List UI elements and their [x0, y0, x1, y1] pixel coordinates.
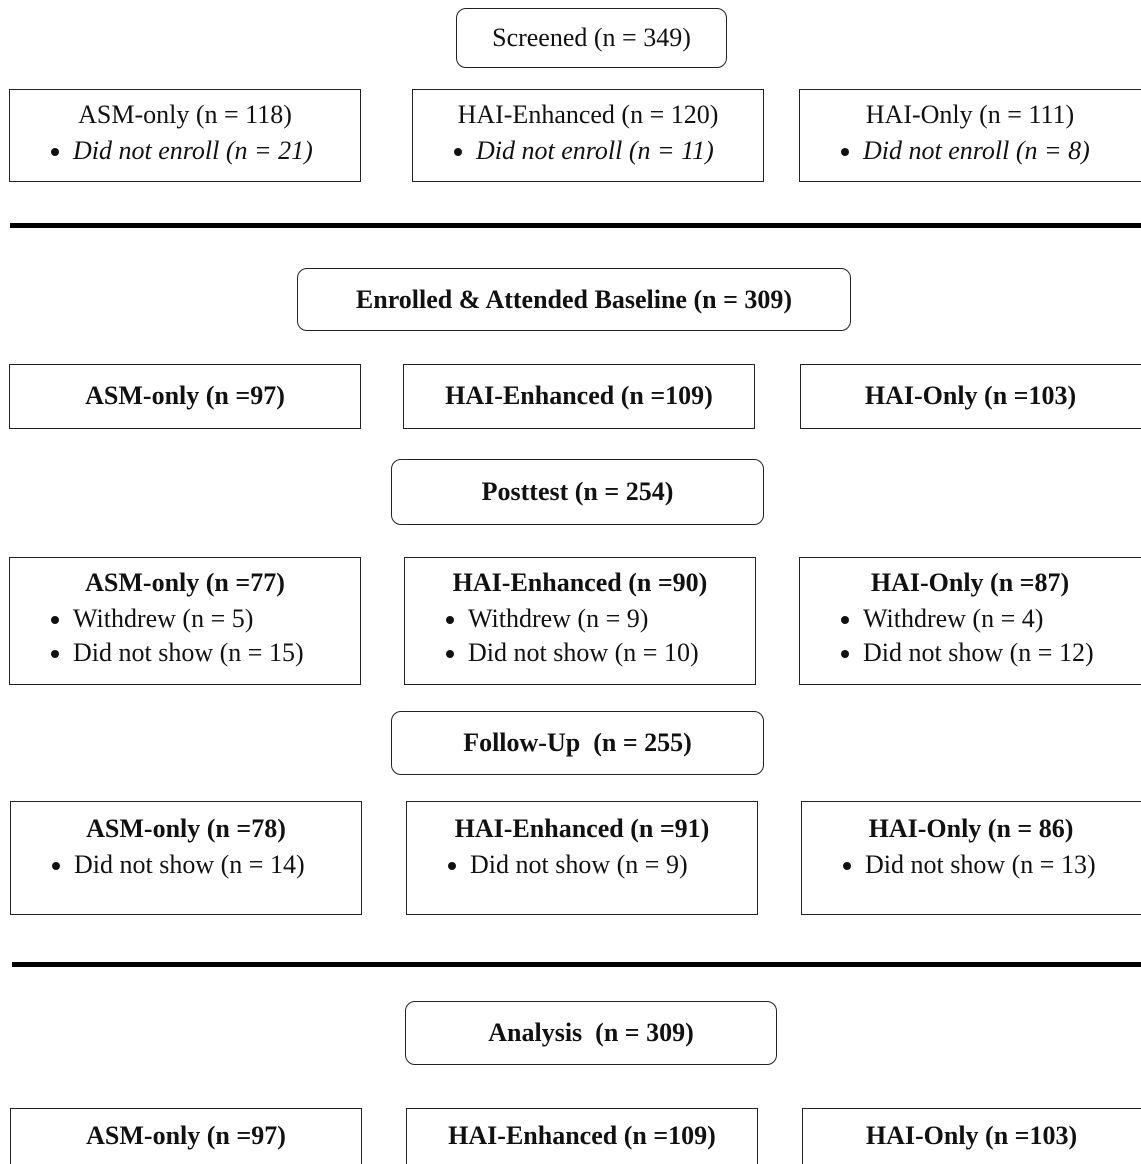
arm-box: ASM-only (n =78) Did not show (n = 14)	[10, 801, 362, 915]
bullet-list: Did not enroll (n = 8)	[800, 134, 1140, 168]
arm-label: HAI-Enhanced (n =90)	[452, 568, 708, 597]
stage-box: Posttest (n = 254)	[391, 459, 764, 525]
arm-label: HAI-Enhanced (n = 120)	[457, 100, 719, 129]
bullet-list: Withdrew (n = 4)Did not show (n = 12)	[800, 602, 1140, 670]
bullet-list: Did not enroll (n = 11)	[413, 134, 763, 168]
stage-box: Follow-Up (n = 255)	[391, 711, 764, 775]
stage-box: Screened (n = 349)	[456, 8, 727, 68]
bullet-item: Did not enroll (n = 11)	[476, 134, 763, 168]
bullet-item: Did not show (n = 10)	[468, 636, 755, 670]
bullet-item: Withdrew (n = 4)	[863, 602, 1140, 636]
bullet-item: Withdrew (n = 5)	[73, 602, 360, 636]
stage-box: Enrolled & Attended Baseline (n = 309)	[297, 268, 851, 331]
arm-box: ASM-only (n =97)	[9, 364, 361, 429]
arm-box: HAI-Enhanced (n =90) Withdrew (n = 9)Did …	[404, 557, 756, 685]
arm-label: ASM-only (n =97)	[85, 381, 285, 410]
bullet-item: Withdrew (n = 9)	[468, 602, 755, 636]
divider	[12, 962, 1141, 967]
bullet-item: Did not show (n = 13)	[865, 848, 1140, 882]
arm-label: HAI-Enhanced (n =91)	[454, 814, 710, 843]
bullet-item: Did not enroll (n = 8)	[863, 134, 1140, 168]
arm-box: HAI-Only (n =103)	[800, 364, 1141, 429]
bullet-list: Did not show (n = 14)	[11, 848, 361, 882]
arm-label: HAI-Only (n =103)	[864, 381, 1077, 410]
arm-box: HAI-Enhanced (n =109)	[406, 1108, 758, 1164]
bullet-item: Did not show (n = 14)	[74, 848, 361, 882]
arm-label: HAI-Only (n = 111)	[865, 100, 1075, 129]
arm-label: HAI-Only (n = 86)	[868, 814, 1074, 843]
arm-label: ASM-only (n =78)	[86, 814, 286, 843]
bullet-list: Did not show (n = 13)	[802, 848, 1140, 882]
stage-box: Analysis (n = 309)	[405, 1001, 777, 1065]
arm-label: ASM-only (n = 118)	[78, 100, 292, 129]
divider	[10, 223, 1141, 228]
arm-box: ASM-only (n = 118) Did not enroll (n = 21…	[9, 89, 361, 182]
bullet-item: Did not enroll (n = 21)	[73, 134, 360, 168]
bullet-list: Did not enroll (n = 21)	[10, 134, 360, 168]
bullet-list: Withdrew (n = 9)Did not show (n = 10)	[405, 602, 755, 670]
bullet-list: Did not show (n = 9)	[407, 848, 757, 882]
arm-label: ASM-only (n =77)	[85, 568, 285, 597]
arm-label: HAI-Enhanced (n =109)	[448, 1121, 716, 1150]
arm-box: HAI-Enhanced (n = 120) Did not enroll (n …	[412, 89, 764, 182]
arm-label: ASM-only (n =97)	[86, 1121, 286, 1150]
arm-box: ASM-only (n =77) Withdrew (n = 5)Did not …	[9, 557, 361, 685]
bullet-item: Did not show (n = 15)	[73, 636, 360, 670]
arm-label: HAI-Enhanced (n =109)	[445, 381, 713, 410]
bullet-item: Did not show (n = 12)	[863, 636, 1140, 670]
arm-box: ASM-only (n =97)	[10, 1108, 362, 1164]
arm-label: HAI-Only (n =87)	[870, 568, 1070, 597]
arm-label: HAI-Only (n =103)	[865, 1121, 1078, 1150]
arm-box: HAI-Enhanced (n =109)	[403, 364, 755, 429]
arm-box: HAI-Only (n =87) Withdrew (n = 4)Did not …	[799, 557, 1141, 685]
arm-box: HAI-Only (n =103)	[802, 1108, 1141, 1164]
arm-box: HAI-Enhanced (n =91) Did not show (n = 9)	[406, 801, 758, 915]
bullet-list: Withdrew (n = 5)Did not show (n = 15)	[10, 602, 360, 670]
arm-box: HAI-Only (n = 86) Did not show (n = 13)	[801, 801, 1141, 915]
arm-box: HAI-Only (n = 111) Did not enroll (n = 8)	[799, 89, 1141, 182]
bullet-item: Did not show (n = 9)	[470, 848, 757, 882]
